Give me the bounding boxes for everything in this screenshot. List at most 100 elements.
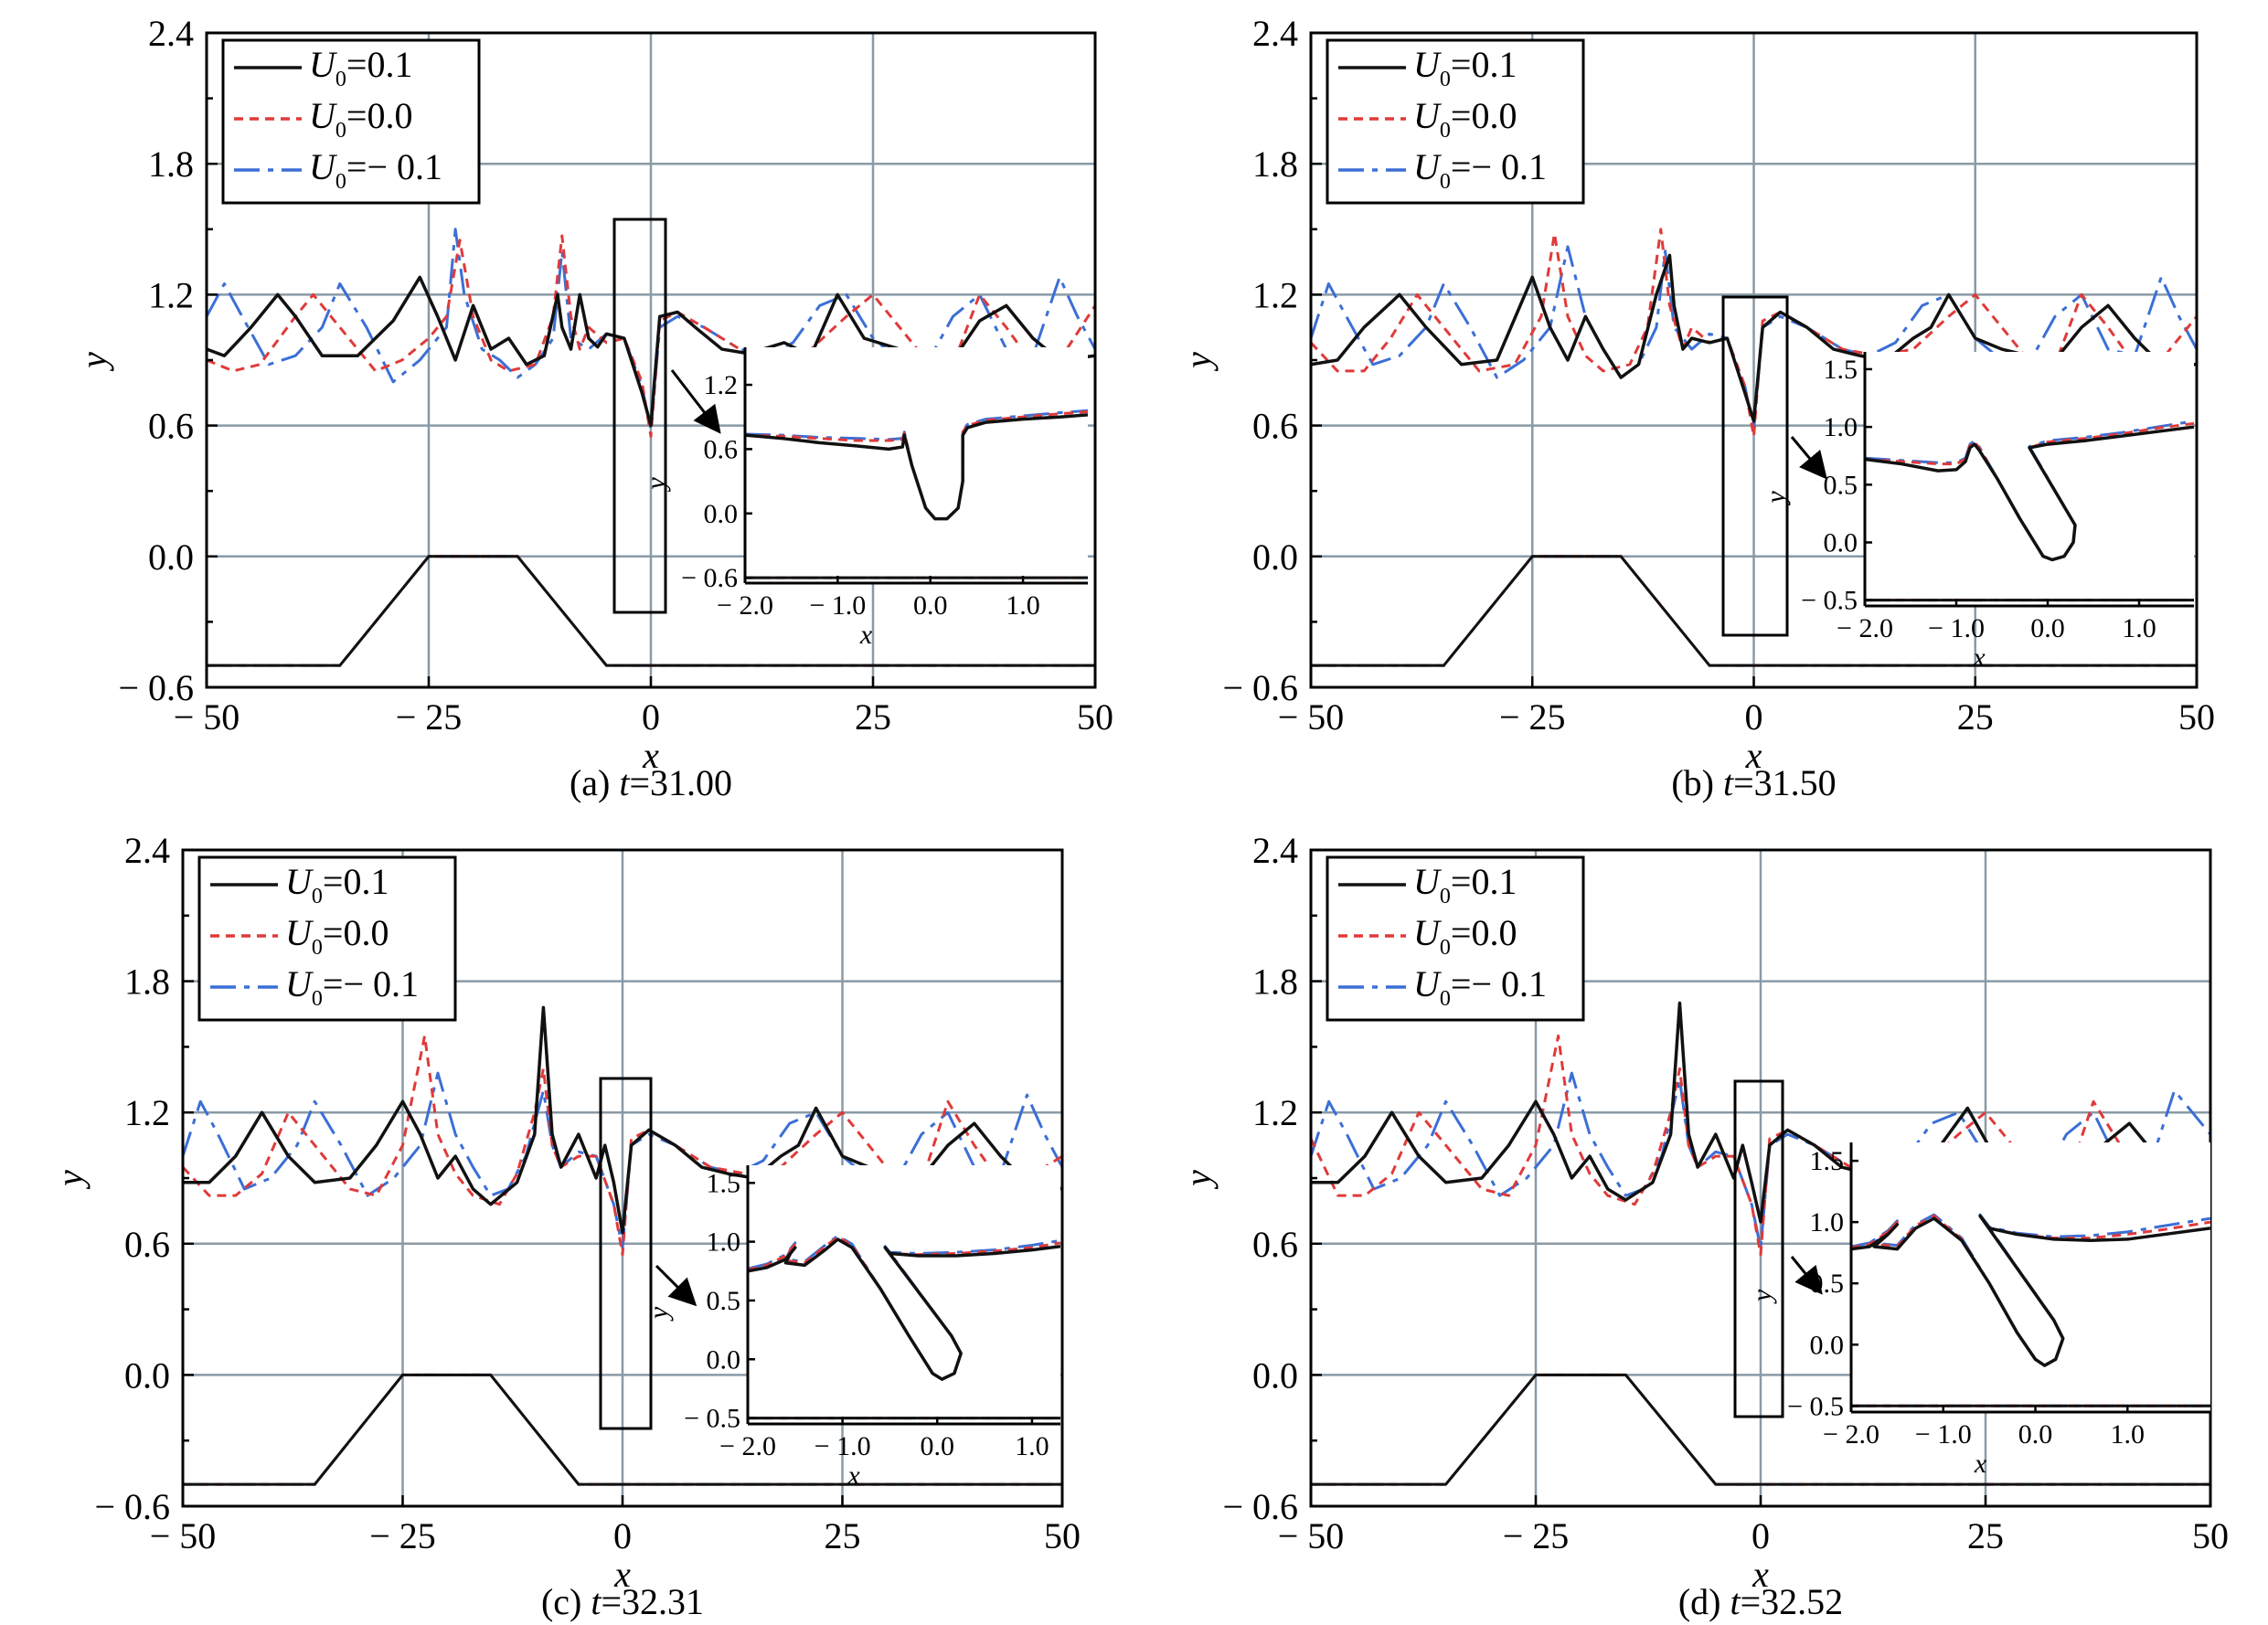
legend-symbol: U bbox=[1413, 912, 1443, 953]
y-tick-label: 2.4 bbox=[1252, 830, 1298, 871]
y-tick-label: 1.2 bbox=[1252, 1092, 1298, 1133]
legend-subscript: 0 bbox=[1440, 119, 1451, 143]
legend-symbol: U bbox=[285, 861, 314, 902]
x-tick-label: 50 bbox=[2192, 1515, 2229, 1556]
legend-symbol: U bbox=[1413, 963, 1443, 1004]
panel-caption: (d) t=32.52 bbox=[1678, 1581, 1843, 1622]
x-tick-label: − 25 bbox=[1499, 696, 1566, 738]
inset-series-line bbox=[748, 1237, 1060, 1381]
inset-x-tick-label: − 2.0 bbox=[719, 1431, 776, 1461]
inset-plot: − 2.0 − 1.0 0.0 1.0 − 0.5 0.0 0.5 1.0 1.5 x y bbox=[1761, 352, 2194, 673]
y-tick-label: 0.0 bbox=[124, 1354, 170, 1396]
panel-caption: (a) t=31.00 bbox=[570, 762, 732, 803]
zoom-arrow bbox=[670, 369, 721, 434]
y-tick-label: 1.2 bbox=[148, 274, 194, 315]
legend-label: U0=0.0 bbox=[1413, 912, 1517, 960]
x-tick-label: − 25 bbox=[369, 1515, 436, 1556]
inset-y-tick-label: 0.0 bbox=[1810, 1330, 1845, 1360]
zoom-arrow bbox=[1790, 436, 1827, 480]
zoom-arrow bbox=[1790, 1256, 1823, 1295]
legend-subscript: 0 bbox=[312, 936, 323, 960]
zoom-region-box bbox=[1733, 1079, 1784, 1418]
inset-background bbox=[1851, 1142, 2210, 1412]
inset-plot: − 2.0 − 1.0 0.0 1.0 − 0.6 0.0 0.6 1.2 x y bbox=[641, 347, 1088, 650]
chart-panel: − 50 − 25 0 25 50 − 0.6 0.0 0.6 1.2 1.8 2.4 x y (a) t… bbox=[73, 13, 1113, 803]
legend-label: U0=0.0 bbox=[1413, 95, 1517, 143]
inset-y-tick-label: 1.0 bbox=[1810, 1207, 1845, 1237]
inset-y-axis-label: y bbox=[1747, 1289, 1777, 1304]
inset-x-axis-label: x bbox=[1974, 1449, 1987, 1479]
inset-background bbox=[748, 1165, 1060, 1424]
inset-x-tick-label: 0.0 bbox=[921, 1431, 955, 1461]
x-tick-label: 25 bbox=[1957, 696, 1994, 738]
inset-x-tick-label: 1.0 bbox=[2122, 613, 2156, 643]
caption-value: =31.50 bbox=[1733, 762, 1837, 803]
legend-label: U0=0.1 bbox=[1413, 861, 1517, 908]
inset-y-tick-label: 0.5 bbox=[1810, 1269, 1845, 1299]
inset-y-tick-label: 0.0 bbox=[707, 1344, 741, 1375]
x-tick-label: − 25 bbox=[396, 696, 463, 738]
x-axis-label: x bbox=[1752, 1554, 1769, 1595]
y-tick-label: 0.0 bbox=[1252, 1354, 1298, 1396]
zoom-region-box bbox=[612, 218, 667, 614]
x-tick-label: 0 bbox=[642, 696, 660, 738]
x-tick-label: 0 bbox=[1752, 1515, 1770, 1556]
inset-x-tick-label: 1.0 bbox=[2111, 1419, 2146, 1450]
legend-value: =− 0.1 bbox=[1451, 963, 1547, 1004]
caption-prefix: (c) bbox=[541, 1581, 591, 1622]
y-tick-label: 0.6 bbox=[1252, 406, 1298, 447]
x-tick-label: 50 bbox=[1044, 1515, 1081, 1556]
y-axis-label: y bbox=[1177, 1170, 1219, 1190]
x-tick-label: 25 bbox=[855, 696, 891, 738]
y-tick-label: 0.6 bbox=[124, 1224, 170, 1265]
bottom-topography-line bbox=[1311, 555, 2197, 667]
legend-value: =0.1 bbox=[346, 44, 413, 85]
inset-x-tick-label: − 2.0 bbox=[717, 590, 773, 621]
x-tick-label: 25 bbox=[825, 1515, 861, 1556]
y-tick-label: 1.8 bbox=[148, 143, 194, 185]
inset-y-tick-label: 1.5 bbox=[1824, 355, 1858, 385]
legend-subscript: 0 bbox=[1440, 936, 1451, 960]
inset-plot: − 2.0 − 1.0 0.0 1.0 − 0.5 0.0 0.5 1.0 1.5 x y bbox=[1747, 1142, 2210, 1479]
legend-symbol: U bbox=[309, 44, 338, 85]
wave-series-line bbox=[1311, 253, 2197, 423]
inset-plot: − 2.0 − 1.0 0.0 1.0 − 0.5 0.0 0.5 1.0 1.5 x y bbox=[644, 1165, 1060, 1491]
inset-x-axis-label: x bbox=[859, 620, 873, 650]
legend-label: U0=0.1 bbox=[1413, 44, 1517, 91]
y-tick-label: − 0.6 bbox=[94, 1486, 170, 1527]
legend-symbol: U bbox=[1413, 44, 1443, 85]
inset-y-tick-label: 0.0 bbox=[704, 499, 739, 529]
y-tick-label: 2.4 bbox=[124, 830, 170, 871]
legend-value: =0.0 bbox=[346, 95, 413, 136]
inset-series-line bbox=[1865, 425, 2194, 562]
legend: U0=0.1U0=0.0U0=− 0.1 bbox=[197, 855, 457, 1022]
y-tick-label: 1.2 bbox=[1252, 274, 1298, 315]
x-tick-label: − 50 bbox=[174, 696, 240, 738]
legend-label: U0=− 0.1 bbox=[285, 963, 419, 1011]
legend-subscript: 0 bbox=[312, 885, 323, 908]
legend-symbol: U bbox=[309, 146, 338, 187]
inset-x-axis-label: x bbox=[1972, 643, 1986, 673]
y-tick-label: 0.0 bbox=[148, 536, 194, 578]
inset-y-tick-label: − 0.6 bbox=[681, 563, 738, 593]
inset-series-line bbox=[745, 413, 1088, 521]
legend-value: =0.1 bbox=[1451, 861, 1517, 902]
series-group bbox=[1311, 228, 2197, 439]
legend-symbol: U bbox=[1413, 95, 1443, 136]
inset-y-tick-label: 0.5 bbox=[707, 1286, 741, 1316]
y-tick-label: − 0.6 bbox=[118, 667, 194, 708]
legend-subscript: 0 bbox=[1440, 170, 1451, 194]
inset-y-tick-label: 1.5 bbox=[1810, 1146, 1845, 1176]
y-axis-label: y bbox=[73, 352, 114, 372]
legend-value: =0.0 bbox=[1451, 912, 1517, 953]
legend-symbol: U bbox=[309, 95, 338, 136]
y-tick-label: − 0.6 bbox=[1222, 1486, 1298, 1527]
y-tick-label: 1.8 bbox=[1252, 143, 1298, 185]
legend-value: =0.1 bbox=[323, 861, 389, 902]
x-tick-label: 50 bbox=[2178, 696, 2215, 738]
y-axis-label: y bbox=[49, 1170, 91, 1190]
chart-panel: − 50 − 25 0 25 50 − 0.6 0.0 0.6 1.2 1.8 2.4 x y (c) t… bbox=[49, 830, 1081, 1622]
legend-label: U0=− 0.1 bbox=[1413, 963, 1547, 1011]
x-tick-label: − 25 bbox=[1503, 1515, 1570, 1556]
